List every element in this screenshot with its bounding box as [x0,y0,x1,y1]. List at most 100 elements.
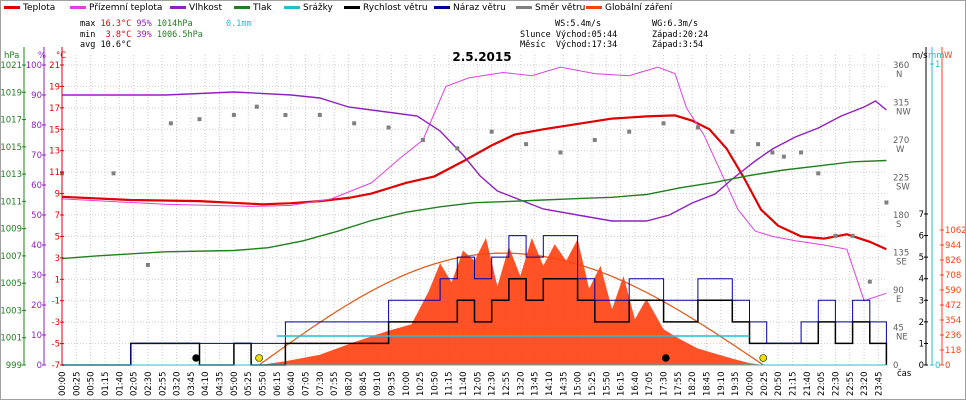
direction-letter: SE [896,258,907,268]
legend-swatch [4,6,20,9]
stats-moon-set: Západ:3:54 [652,40,704,50]
wind-direction-point [317,113,322,117]
direction-tick-label: 225 [893,174,909,184]
wind-direction-point [816,171,821,176]
x-tick-label: 22:05 [817,372,827,397]
direction-tick-label: 135 [893,249,909,259]
celsius-axis-tick-label: -3 [52,318,60,328]
radiation-axis-tick-label: 0 [945,361,950,371]
direction-letter: SW [896,183,910,193]
x-tick-label: 09:10 [373,372,383,397]
legend-item-prizemni-teplota: Přízemní teplota [70,3,162,13]
x-tick-label: 10:50 [430,372,440,397]
x-tick-label: 20:25 [760,372,770,397]
wind-axis-tick-label: 3 [919,296,924,306]
x-tick-label: 19:35 [731,372,741,397]
x-tick-label: 03:20 [173,372,183,397]
hpa-axis-tick-label: 1001 [0,334,22,344]
legend-item-tlak: Tlak [234,3,272,13]
stats-min-temp: 3.8°C [105,29,132,40]
wind-direction-point [352,121,357,126]
wind-direction-point [756,142,761,147]
x-tick-label: 06:40 [287,372,297,397]
x-tick-label: 21:40 [803,372,813,397]
legend-item-globalni-zareni: Globální záření [586,3,672,13]
percent-unit-label: % [38,51,46,61]
direction-tick-label: 90 [893,286,904,296]
wind-axis-tick-label: 2 [919,318,924,328]
legend-item-smer-vetru: Směr větru [516,3,585,13]
wind-direction-point [695,125,700,130]
x-tick-label: 13:45 [531,372,541,397]
stats-ws: WS:5.4m/s [555,19,602,29]
wind-direction-point [283,113,288,117]
wind-direction-point [781,154,786,159]
x-tick-label: 14:35 [559,372,569,397]
x-tick-label: 16:40 [631,372,641,397]
hpa-axis-tick-label: 999 [6,361,22,371]
wind-axis-tick-label: 4 [919,275,924,285]
direction-letter: N [896,70,902,80]
hpa-unit-label: hPa [4,51,19,61]
wind-direction-point [867,279,872,284]
series-prizemni-teplota [61,66,887,302]
wind-direction-point [627,129,632,134]
celsius-axis-tick-label: -5 [52,340,60,350]
wind-unit-label: m/s [912,51,928,61]
hpa-axis-tick-label: 1011 [0,197,22,207]
direction-tick-label: 315 [893,99,909,109]
x-tick-label: 00:25 [72,372,82,397]
wind-axis-tick-label: 5 [919,253,924,263]
celsius-axis-tick-label: -1 [52,297,60,307]
legend-swatch [234,6,250,9]
legend-label: Teplota [23,3,56,13]
hpa-axis-tick-label: 1009 [0,225,22,235]
wind-direction-point [799,150,804,155]
wind-direction-point [420,138,425,142]
legend-item-naraz-vetru: Náraz větru [434,3,506,13]
radiation-unit-label: W [944,51,953,61]
x-tick-label: 08:45 [359,372,369,397]
legend-swatch [284,6,300,9]
percent-axis-tick-label: 30 [31,271,42,281]
hpa-axis-tick-label: 1015 [0,143,22,153]
legend-label: Přízemní teplota [89,3,163,13]
x-tick-label: 12:55 [502,372,512,396]
wind-direction-point [254,104,259,109]
percent-axis-tick-label: 10 [31,331,42,341]
wind-direction-point [524,142,529,147]
direction-letter: NE [896,333,908,343]
x-tick-label: 05:00 [230,372,240,397]
celsius-axis-tick-label: 13 [49,147,60,157]
x-tick-label: 22:55 [846,372,856,397]
legend-swatch [586,6,602,9]
x-tick-label: 01:40 [115,372,125,397]
wind-direction-point [558,150,563,155]
x-tick-label: 18:45 [703,372,713,397]
celsius-axis-tick-label: 19 [49,82,60,92]
legend-item-vlhkost: Vlhkost [170,3,222,13]
stats-min-label: min [80,29,96,40]
wind-direction-point [145,263,150,267]
legend-label: Srážky [303,3,333,13]
x-tick-label: 11:15 [445,372,455,397]
wind-axis-tick-label: 1 [919,339,924,349]
hpa-axis-tick-label: 1013 [0,170,22,180]
x-tick-label: 17:55 [674,372,684,397]
stats-avg-label: avg [80,40,96,50]
stats-sun-row: Slunce Východ:05:44 [520,30,617,41]
stats-moon-label: Měsíc [520,40,546,50]
celsius-axis-tick-label: 7 [55,211,60,221]
percent-axis-tick-label: 50 [31,211,42,221]
stats-max-rain: 0.1mm [226,19,252,29]
x-tick-label: 04:10 [201,372,211,397]
celsius-axis-tick-label: 11 [49,168,60,178]
hpa-axis-tick-label: 1007 [0,252,22,262]
radiation-axis-tick-label: 590 [945,286,961,296]
stats-avg-temp: 10.6°C [100,40,132,50]
legend-item-rychlost-vetru: Rychlost větru [344,3,428,13]
percent-axis-tick-label: 0 [37,361,42,371]
x-tick-label: 03:45 [187,372,197,397]
legend-label: Globální záření [605,3,673,13]
